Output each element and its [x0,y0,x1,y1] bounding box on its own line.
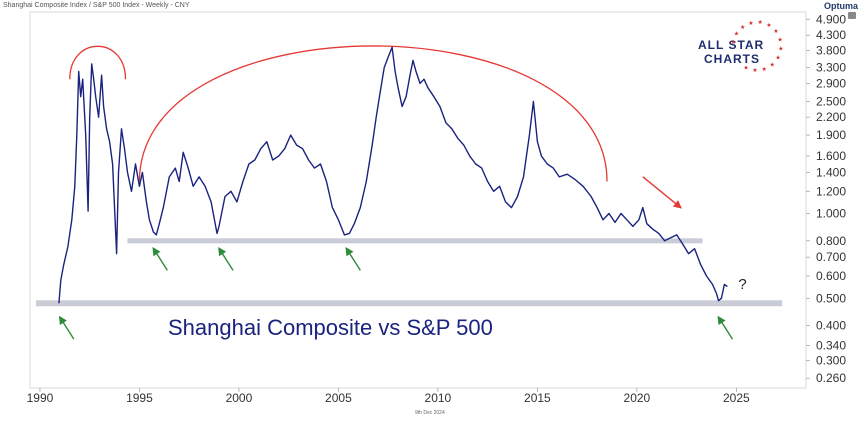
series-line [58,46,728,304]
y-tick-label: 1.000 [816,207,846,221]
brand-star: ★ [752,67,757,74]
x-tick-label: 2005 [325,391,352,405]
brand-star: ★ [777,36,782,43]
chart-date-footer: 9th Dec 2024 [415,410,445,416]
y-tick-label: 0.340 [816,338,846,352]
y-tick-label: 0.600 [816,269,846,283]
x-tick-label: 2025 [723,391,750,405]
y-tick-label: 0.300 [816,354,846,368]
annotation-layer: Shanghai Composite vs S&P 500?★★★★ ★ ★★★★★… [35,19,784,340]
y-tick-label: 0.700 [816,250,846,264]
brand-star: ★ [766,22,771,29]
green-arrow [345,246,361,271]
brand-star-ring: ★★★★ ★ ★★★★★★★★★ [731,19,784,74]
red-arc-small [69,45,127,80]
brand-star: ★ [740,24,745,31]
x-tick-label: 2020 [624,391,651,405]
y-tick-label: 0.400 [816,319,846,333]
y-tick-label: 2.500 [816,95,846,109]
y-tick-label: 1.600 [816,149,846,163]
y-tick-label: 1.200 [816,184,846,198]
x-tick-label: 2000 [226,391,253,405]
optuma-logo: Optuma [824,1,858,11]
green-arrow [717,315,734,340]
brand-star: ★ [734,31,739,38]
y-tick-label: 1.900 [816,128,846,142]
brand-star: ★ [731,39,736,46]
y-tick-label: 4.900 [816,12,846,26]
red-arrow [642,176,682,209]
series-layer [58,46,728,304]
y-tick-label: 0.500 [816,291,846,305]
y-tick-label: 1.400 [816,165,846,179]
red-arc-large [138,45,608,182]
y-tick-label: 0.260 [816,371,846,385]
chart-title: Shanghai Composite vs S&P 500 [168,315,493,340]
allstarcharts-logo: ALL STAR CHARTS [698,38,790,66]
green-arrow [152,246,168,271]
y-tick-label: 3.800 [816,43,846,57]
brand-star: ★ [757,19,762,26]
brand-star: ★ [748,20,753,27]
lock-icon[interactable] [848,12,856,19]
brand-star: ★ [775,54,780,61]
brand-star: ★ [773,28,778,35]
y-tick-label: 2.900 [816,76,846,90]
chart-source-title: Shanghai Composite Index / S&P 500 Index… [3,2,190,9]
brand-star: ★ [761,66,766,73]
y-tick-label: 2.200 [816,110,846,124]
support-band-lower [35,300,783,307]
question-mark-label: ? [738,276,746,293]
chart-plot-area [29,11,807,389]
support-band-upper [127,238,703,244]
brand-line1: ALL STAR [698,38,765,52]
y-tick-label: 3.300 [816,61,846,75]
x-tick-label: 2015 [524,391,551,405]
green-arrow [218,246,234,271]
brand-line2: CHARTS [704,52,760,66]
y-tick-label: 4.300 [816,28,846,42]
brand-star: ★ [743,64,748,71]
brand-star: ★ [778,46,783,53]
x-tick-label: 1995 [126,391,153,405]
brand-star: ★ [770,62,775,69]
optuma-logo-text: Optuma [823,1,858,11]
x-tick-label: 2010 [425,391,452,405]
plot-frame [29,11,807,389]
green-arrow [58,315,75,340]
y-tick-label: 0.800 [816,234,846,248]
x-tick-label: 1990 [27,391,54,405]
